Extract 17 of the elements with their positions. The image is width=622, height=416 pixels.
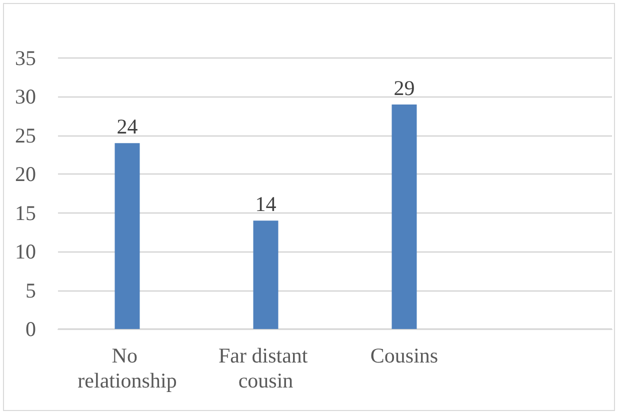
y-tick-label: 10 xyxy=(15,240,36,264)
y-tick-label: 30 xyxy=(15,84,36,109)
y-tick-label: 5 xyxy=(26,278,36,302)
bar xyxy=(253,220,278,329)
data-label: 29 xyxy=(394,76,415,100)
x-tick-label: Far distant cousin xyxy=(218,344,313,392)
data-label: 24 xyxy=(116,114,138,139)
x-tick-label: Cousins xyxy=(370,344,438,368)
y-tick-label: 0 xyxy=(26,317,36,341)
y-tick-label: 35 xyxy=(15,46,36,70)
y-tick-label: 20 xyxy=(15,162,36,186)
x-tick-label: No relationship xyxy=(78,344,177,392)
bar xyxy=(114,143,140,329)
y-tick-label: 25 xyxy=(15,123,36,148)
y-tick-label: 15 xyxy=(15,200,36,225)
bar xyxy=(392,104,417,329)
data-label: 14 xyxy=(255,192,277,216)
